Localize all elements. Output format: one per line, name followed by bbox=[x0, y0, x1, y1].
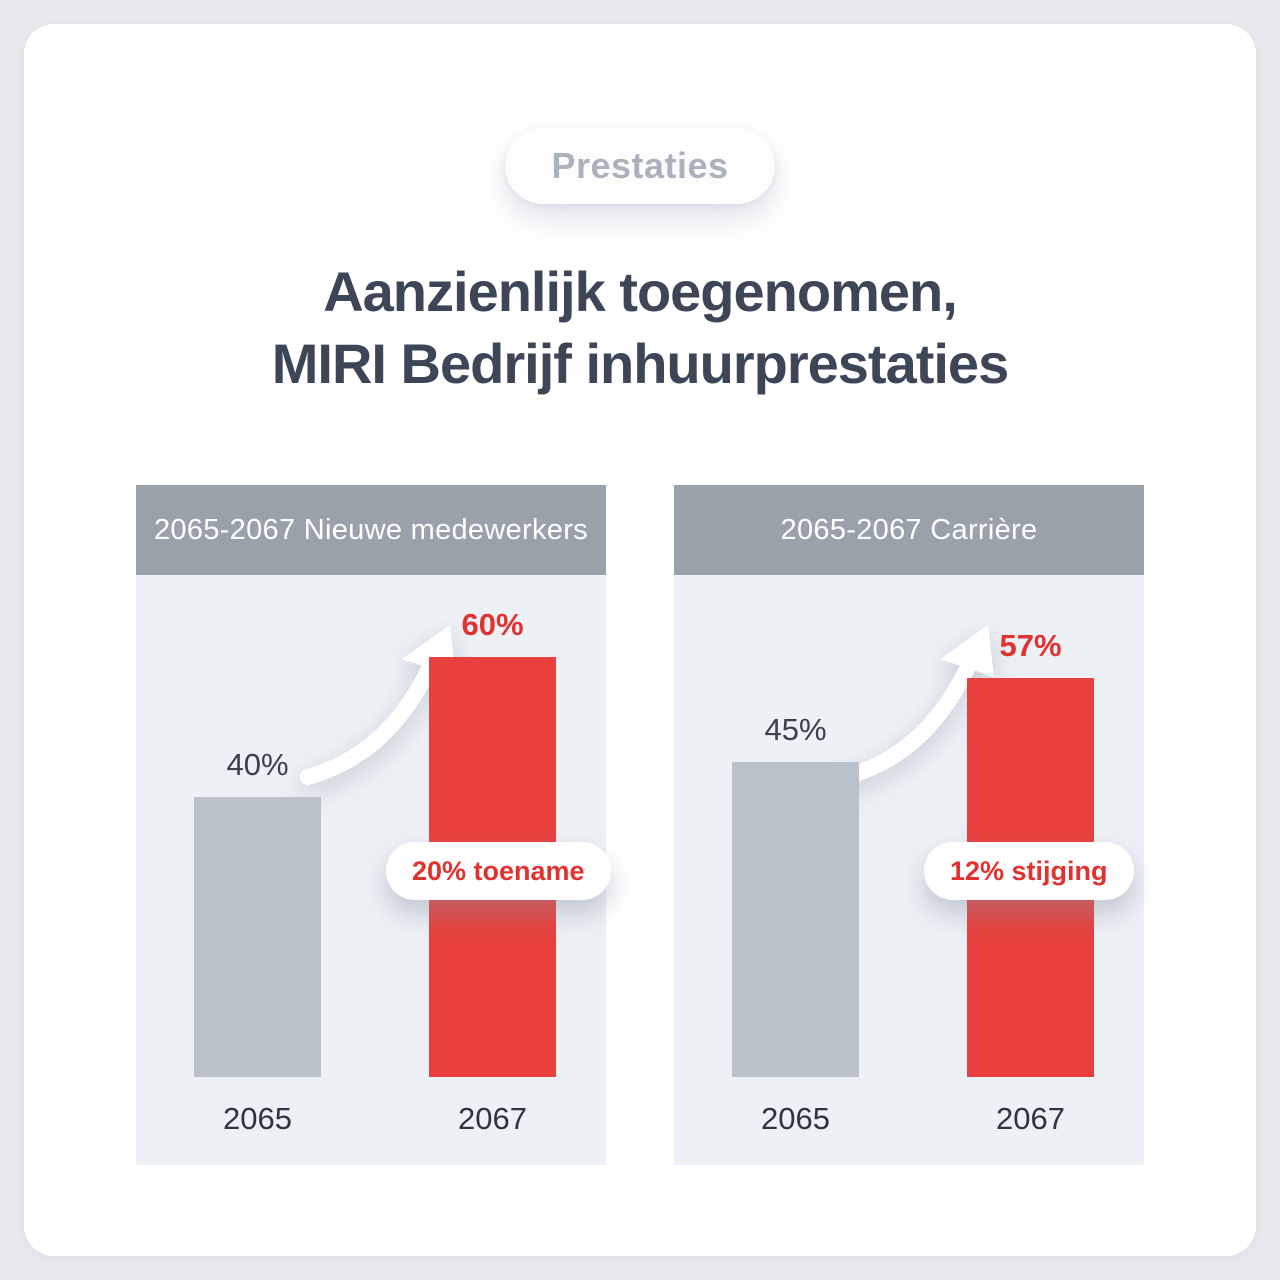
plot-area: 45% 57% 2065 2067 12% stijging bbox=[674, 575, 1144, 1166]
x-axis-label-2067: 2067 bbox=[458, 1101, 527, 1137]
charts-container: 2065-2067 Nieuwe medewerkers 40% 60% 206… bbox=[24, 485, 1256, 1166]
bar-value-label: 45% bbox=[764, 712, 827, 748]
title-line-1: Aanzienlijk toegenomen, bbox=[323, 260, 958, 323]
title-line-2: MIRI Bedrijf inhuurprestaties bbox=[271, 331, 1009, 395]
plot-area: 40% 60% 2065 2067 20% toename bbox=[136, 575, 611, 1166]
badge-row: Prestaties bbox=[24, 24, 1256, 204]
bar-value-label: 60% bbox=[461, 607, 524, 643]
bar-2065 bbox=[194, 797, 321, 1078]
bar-value-label: 40% bbox=[226, 747, 289, 783]
bar-group-2065: 45% bbox=[732, 712, 859, 1078]
chart-panel-carriere: 2065-2067 Carrière 45% 57% 2065 2067 12%… bbox=[674, 485, 1144, 1166]
increase-callout-badge: 20% toename bbox=[386, 842, 611, 901]
bar-group-2065: 40% bbox=[194, 747, 321, 1078]
x-axis-label-2065: 2065 bbox=[223, 1101, 292, 1137]
page-title: Aanzienlijk toegenomen, MIRI Bedrijf inh… bbox=[24, 256, 1256, 399]
panel-header: 2065-2067 Nieuwe medewerkers bbox=[136, 485, 606, 576]
panel-header: 2065-2067 Carrière bbox=[674, 485, 1144, 576]
x-axis-label-2065: 2065 bbox=[761, 1101, 830, 1137]
bar-2065 bbox=[732, 762, 859, 1078]
increase-callout-badge: 12% stijging bbox=[924, 842, 1134, 901]
x-axis-label-2067: 2067 bbox=[996, 1101, 1065, 1137]
chart-panel-nieuwe-medewerkers: 2065-2067 Nieuwe medewerkers 40% 60% 206… bbox=[136, 485, 611, 1166]
prestaties-badge: Prestaties bbox=[505, 128, 775, 204]
bar-value-label: 57% bbox=[999, 628, 1062, 664]
infographic-card: Prestaties Aanzienlijk toegenomen, MIRI … bbox=[24, 24, 1256, 1256]
